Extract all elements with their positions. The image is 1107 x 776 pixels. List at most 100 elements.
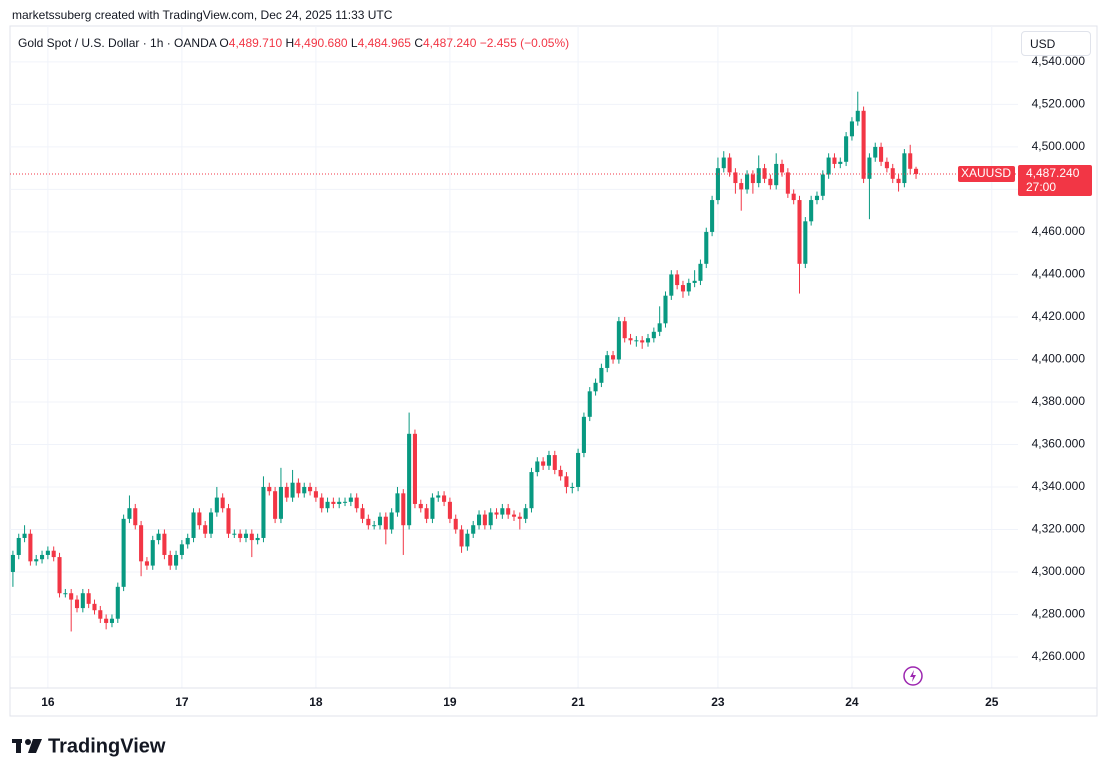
candle-body [832,157,837,164]
candle-body [867,157,872,179]
symbol-tag-label: XAUUSD [961,166,1011,180]
candle-body [74,599,80,609]
candle-body [261,486,266,538]
candle-body [669,274,674,296]
candle-body [109,618,115,623]
candle-body [436,495,441,498]
candle-body [453,518,458,530]
candle-body [762,168,767,179]
legend: Gold Spot / U.S. Dollar · 1h · OANDA O4,… [18,36,569,50]
candle-body [354,497,359,509]
candle-body [16,537,21,555]
candle-body [220,497,225,509]
candle-body [855,110,860,122]
candle-body [412,433,417,504]
candle-body [313,491,318,498]
x-tick-label: 21 [571,695,585,709]
candle-body [51,550,56,558]
candle-body [121,518,126,587]
ohlc-value: 4,489.710 [228,36,283,50]
x-tick-label: 16 [41,695,55,709]
candle-body [768,178,773,186]
candle-body [418,503,423,509]
candle-body [208,512,214,534]
candle-body [360,508,365,519]
candle-body [605,355,610,368]
candle-body [506,508,511,515]
brand: TradingView [48,735,166,757]
candle-body [809,200,814,222]
price-tag [1018,165,1092,197]
candle-body [523,508,528,519]
candle-body [319,497,324,509]
candle-body [185,537,190,545]
candle-body [546,455,551,466]
candle-body [430,497,435,519]
ohlc-value: 4,490.680 [294,36,348,50]
candle-body [115,586,120,619]
candle-body [127,508,132,519]
candle-body [628,338,633,341]
candle-body [517,516,522,519]
candle-body [890,168,895,179]
candle-body [541,461,546,466]
candle-body [529,472,534,509]
candle-body [535,461,540,473]
y-tick-label: 4,460.000 [1032,224,1086,238]
candle-body [92,603,97,611]
candle-body [844,136,849,162]
candle-body [797,200,802,264]
candle-body [144,561,149,566]
y-tick-label: 4,320.000 [1032,522,1086,536]
x-tick-label: 25 [985,695,999,709]
candle-body [342,501,348,503]
candle-body [873,146,878,158]
y-tick-label: 4,360.000 [1032,437,1086,451]
candle-body [721,157,726,169]
lightning-icon[interactable] [903,666,923,686]
candle-body [162,533,167,555]
candle-body [395,493,400,513]
candle-body [645,338,651,343]
y-tick-label: 4,440.000 [1032,267,1086,281]
candle-body [704,231,709,264]
candle-body [640,340,645,343]
candle-body [267,486,272,492]
y-tick-label: 4,380.000 [1032,394,1086,408]
candle-body [482,514,487,526]
candle-body [174,554,179,566]
candle-body [908,153,913,169]
candle-body [663,295,668,324]
candle-body [581,416,586,453]
y-tick-label: 4,520.000 [1032,97,1086,111]
candle-body [168,554,173,566]
candle-body [896,178,901,184]
candle-body [348,497,353,502]
candle-body [290,482,295,498]
candle-body [40,554,45,560]
countdown: 27:00 [1026,180,1056,194]
candle-body [745,174,750,190]
currency-button[interactable]: USD [1021,31,1091,56]
chart-frame [9,25,1098,717]
y-tick-label: 4,400.000 [1032,352,1086,366]
candle-body [424,508,429,519]
candle-body [179,544,184,555]
candle-body [80,593,85,609]
x-tick-label: 19 [443,695,457,709]
candle-body [366,518,371,526]
candle-body [593,382,598,392]
candle-body [861,110,866,179]
candle-body [826,157,831,175]
ohlc-key: H [285,36,295,50]
x-tick-label: 18 [309,695,323,709]
candle-body [156,533,161,541]
candle-body [63,593,68,595]
y-tick-label: 4,300.000 [1032,564,1086,578]
candle-body [191,512,196,538]
candle-body [820,174,825,196]
ohlc-value: 4,487.240 [423,36,477,50]
candle-body [389,512,394,530]
candle-body [774,163,779,186]
